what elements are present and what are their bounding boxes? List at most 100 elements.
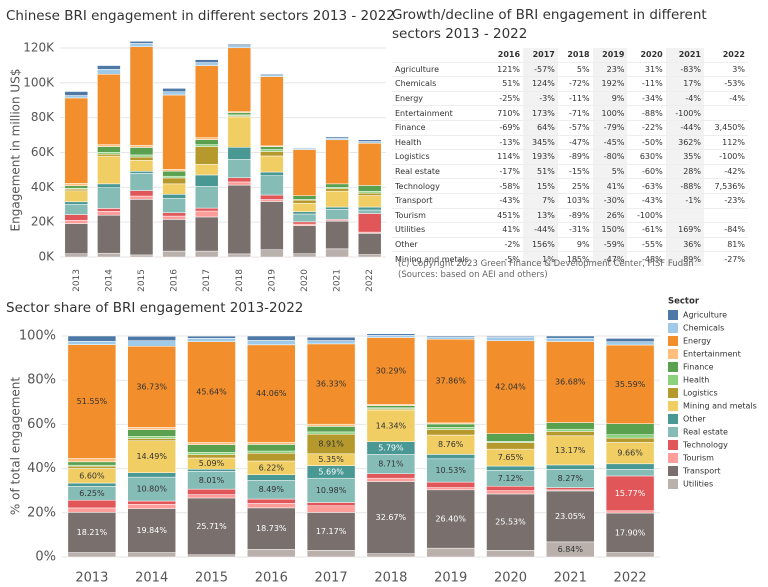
y-tick-label: 80K (31, 110, 55, 124)
bar-segment (546, 464, 595, 470)
table-row: Mining and metals -5% 1% 185% -47% -48% 89% -27… (392, 251, 748, 266)
bar-segment (247, 498, 296, 504)
bar-segment (325, 209, 349, 220)
x-tick-label: 2015 (137, 269, 147, 292)
bar-segment (325, 139, 349, 185)
bar-segment (486, 433, 535, 442)
bar-segment (260, 201, 284, 250)
x-tick-label: 2021 (554, 571, 587, 586)
bar-segment (546, 335, 595, 339)
table-cell: 13% (523, 207, 558, 223)
legend-swatch (668, 375, 678, 385)
bar-segment (227, 253, 252, 258)
bar-segment (366, 405, 416, 409)
bar-segment (127, 508, 176, 553)
table-cell: 9% (592, 90, 628, 106)
bar-segment (67, 499, 117, 509)
table-cell: -50% (627, 134, 666, 150)
y-tick-label: 40% (27, 461, 56, 476)
table-cell: 3% (703, 61, 748, 77)
bar-segment (97, 69, 121, 75)
table-cell: -59% (592, 236, 628, 252)
bar-segment (227, 181, 252, 186)
bar-segment (64, 188, 89, 192)
data-label: 9.66% (617, 449, 643, 458)
bar-segment (605, 463, 655, 470)
bar-segment (486, 493, 535, 551)
table-cell: 192% (592, 76, 628, 92)
bar-segment (97, 155, 121, 185)
table-cell: 156% (523, 236, 558, 252)
table-cell: -48% (627, 251, 666, 266)
legend-swatch (668, 310, 678, 320)
bar-segment (162, 250, 186, 258)
legend-swatch (668, 466, 678, 476)
bar-segment (129, 190, 154, 197)
bar-segment (129, 147, 154, 156)
legend-swatch (668, 427, 678, 437)
bar-segment (127, 438, 176, 441)
table-cell: 41% (592, 178, 628, 194)
bar-segment (605, 338, 655, 342)
legend-label: Entertainment (683, 350, 741, 359)
bar-segment (162, 219, 186, 252)
bar-segment (546, 490, 595, 543)
table-cell: 51% (523, 163, 558, 179)
table-cell: -88% (665, 178, 704, 194)
legend-swatch (668, 388, 678, 398)
table-cell: -58% (488, 178, 524, 194)
bar-segment (187, 444, 236, 453)
legend-label: Health (683, 376, 709, 385)
table-row: Other -2% 156% 9% -59% -55% 36% 81% (392, 236, 748, 252)
table-cell: -1% (665, 192, 704, 209)
table-cell: -80% (592, 149, 628, 165)
table-header-cell: 2017 (523, 48, 558, 63)
x-tick-label: 2020 (494, 571, 527, 586)
legend-label: Agriculture (683, 311, 727, 320)
legend-label: Tourism (682, 454, 714, 463)
bar-segment (325, 206, 349, 210)
table-row: Entertainment 710% 173% -71% 100% -88% -100% (392, 105, 748, 121)
bar-segment (97, 152, 121, 155)
legend-label: Transport (682, 467, 721, 476)
data-label: 8.01% (199, 476, 225, 485)
bar-segment (162, 169, 186, 172)
bar-segment (127, 340, 176, 347)
bar-segment (605, 344, 655, 424)
data-label: 6.22% (259, 463, 285, 472)
data-label: 8.49% (259, 485, 285, 494)
bar-segment (260, 249, 284, 258)
y-tick-label: 100% (19, 329, 56, 344)
bar-segment (366, 477, 416, 482)
bar-segment (127, 552, 176, 558)
table-row: Energy -25% -3% -11% 9% -34% -4% -4% (392, 90, 748, 106)
bar-segment (64, 183, 89, 187)
data-label: 26.40% (435, 514, 466, 523)
bar-segment (162, 94, 186, 170)
bar-segment (426, 427, 475, 430)
bar-segment (129, 46, 154, 146)
growth-table: 2016 2017 2018 2019 2020 2021 2022 Agriculture 1… (392, 48, 748, 266)
y-axis-title: Engagement in million US$ (9, 69, 23, 232)
bar-segment (129, 171, 154, 174)
data-label: 42.04% (495, 383, 526, 392)
data-label: 17.90% (615, 528, 646, 537)
bar-segment (194, 186, 219, 209)
table-cell: 193% (523, 149, 558, 165)
bar-segment (194, 144, 219, 147)
bar-segment (306, 512, 356, 551)
table-row: Logistics 114% 193% -89% -80% 630% 35% -100% (392, 149, 748, 165)
bar-segment (247, 507, 296, 550)
bar-segment (260, 76, 284, 147)
table-cell: -27% (703, 251, 748, 266)
bar-segment (325, 220, 349, 250)
table-cell: -23% (703, 192, 748, 209)
bar-segment (64, 97, 89, 184)
bar-segment (127, 429, 176, 437)
data-label: 5.09% (199, 459, 225, 468)
bar-segment (97, 65, 121, 70)
bar-segment (546, 422, 595, 430)
bar-segment (97, 146, 121, 153)
bar-segment (97, 153, 121, 157)
table-cell: -100% (703, 149, 748, 165)
